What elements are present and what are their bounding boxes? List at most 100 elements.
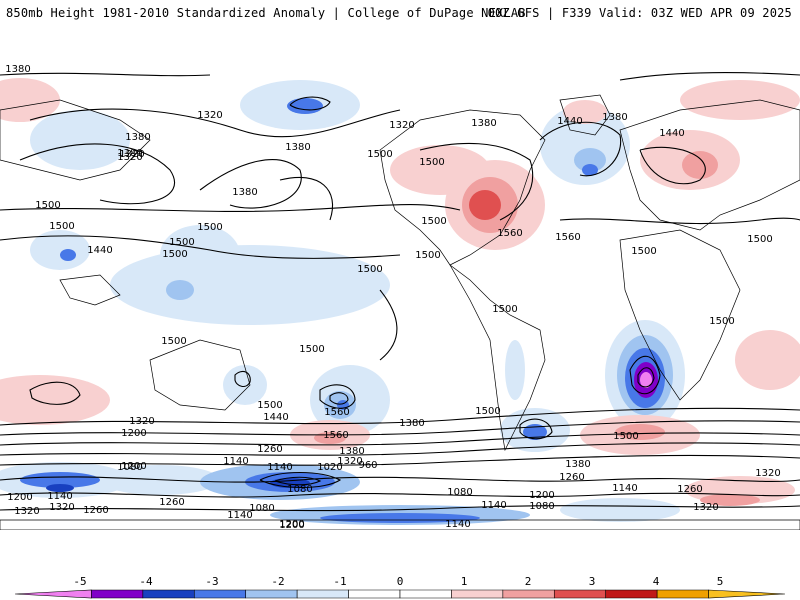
contour-label: 1020 — [317, 462, 342, 473]
contour-label: 1260 — [559, 472, 584, 483]
anomaly-blob — [574, 148, 606, 172]
anomaly-blob — [682, 151, 718, 179]
height-contour — [199, 159, 302, 209]
map-title: 850mb Height 1981-2010 Standardized Anom… — [6, 6, 526, 20]
contour-label: 1500 — [162, 249, 187, 260]
anomaly-blob — [30, 110, 130, 170]
contour-label: 1140 — [612, 483, 637, 494]
contour-label: 1380 — [565, 459, 590, 470]
contour-label: 1200 — [279, 520, 304, 530]
contour-label: 1500 — [419, 157, 444, 168]
anomaly-shading — [0, 78, 800, 525]
height-contour — [619, 72, 800, 81]
colorbar-tick-label: 5 — [716, 575, 724, 588]
height-contour — [274, 476, 322, 486]
contour-label: 1380 — [285, 142, 310, 153]
contour-label: 1560 — [497, 228, 522, 239]
contour-label: 1500 — [257, 400, 282, 411]
contour-label: 1560 — [323, 430, 348, 441]
height-contour — [329, 392, 349, 405]
contour-label: 1140 — [267, 462, 292, 473]
colorbar-segment — [245, 589, 298, 599]
contour-label: 1440 — [263, 412, 288, 423]
coastline — [0, 99, 151, 181]
height-contour — [19, 143, 176, 205]
contour-label: 1500 — [35, 200, 60, 211]
contour-label: 1380 — [117, 148, 142, 159]
contour-label: 1500 — [492, 304, 517, 315]
anomaly-blob — [469, 190, 501, 220]
contour-label: 1200 — [529, 490, 554, 501]
contour-label: 1500 — [197, 222, 222, 233]
height-contour — [0, 203, 461, 212]
contour-label: 1200 — [121, 461, 146, 472]
contour-label: 1080 — [447, 487, 472, 498]
contour-label: 1560 — [324, 407, 349, 418]
contour-label: 1380 — [399, 418, 424, 429]
contour-label: 1500 — [299, 344, 324, 355]
contour-label: 1560 — [555, 232, 580, 243]
contour-label: 1320 — [49, 502, 74, 513]
anomaly-blob — [60, 249, 76, 261]
height-contour — [279, 176, 334, 221]
contour-label: 1500 — [415, 250, 440, 261]
anomaly-blob — [0, 375, 110, 425]
height-contour — [259, 471, 342, 489]
anomaly-map: 1380132013801320138014401320138013201380… — [0, 64, 800, 530]
anomaly-blob — [223, 365, 267, 405]
contour-label: 1440 — [87, 245, 112, 256]
colorbar-bar — [14, 589, 786, 599]
coastline — [0, 519, 800, 530]
contour-label: 1080 — [117, 462, 142, 473]
contour-label: 1500 — [169, 237, 194, 248]
contour-label: 1140 — [227, 510, 252, 521]
colorbar-tick-label: -5 — [73, 575, 87, 588]
contour-label: 1320 — [117, 152, 142, 163]
height-contour — [319, 384, 356, 409]
colorbar-segment — [553, 589, 607, 599]
height-contour — [559, 217, 800, 225]
contour-label: 1080 — [529, 501, 554, 512]
height-contours — [0, 72, 800, 512]
coastline — [619, 229, 741, 401]
contour-label: 1140 — [481, 500, 506, 511]
anomaly-blob — [540, 105, 630, 185]
contour-label: 1200 — [279, 519, 304, 530]
colorbar-tick-label: -4 — [139, 575, 153, 588]
colorbar-segment — [348, 589, 401, 599]
anomaly-blob — [505, 340, 525, 400]
contour-label: 1320 — [693, 502, 718, 513]
height-contour — [519, 418, 553, 440]
colorbar-tick-label: -3 — [205, 575, 219, 588]
anomaly-blob — [582, 164, 598, 176]
contour-label: 1140 — [445, 519, 470, 530]
anomaly-blob — [160, 225, 240, 285]
height-contour — [29, 381, 81, 405]
height-contour — [29, 108, 401, 138]
anomaly-blob — [110, 245, 390, 325]
colorbar-tick-label: 4 — [652, 575, 660, 588]
colorbar-segment — [296, 589, 349, 599]
contour-label: 1500 — [49, 221, 74, 232]
contour-label: 1440 — [557, 116, 582, 127]
contour-label: 1200 — [121, 428, 146, 439]
height-contour — [0, 505, 800, 512]
contour-label: 1260 — [257, 444, 282, 455]
colorbar-tick-label: -2 — [271, 575, 285, 588]
contour-label: 1500 — [747, 234, 772, 245]
contour-label: 1320 — [14, 506, 39, 517]
height-contour — [0, 476, 800, 483]
contour-label: 1260 — [677, 484, 702, 495]
contour-label: 1320 — [119, 149, 144, 160]
anomaly-blob — [166, 280, 194, 300]
coastline — [619, 99, 800, 231]
colorbar-tick-label: 2 — [524, 575, 532, 588]
height-contour — [639, 146, 706, 185]
colorbar-tick-label: 1 — [460, 575, 468, 588]
colorbar-segment — [399, 589, 452, 599]
height-contour — [0, 235, 401, 259]
colorbar-tick-label: 0 — [396, 575, 404, 588]
contour-label: 1320 — [197, 110, 222, 121]
anomaly-blob — [735, 330, 800, 390]
colorbar-segment — [605, 589, 658, 599]
